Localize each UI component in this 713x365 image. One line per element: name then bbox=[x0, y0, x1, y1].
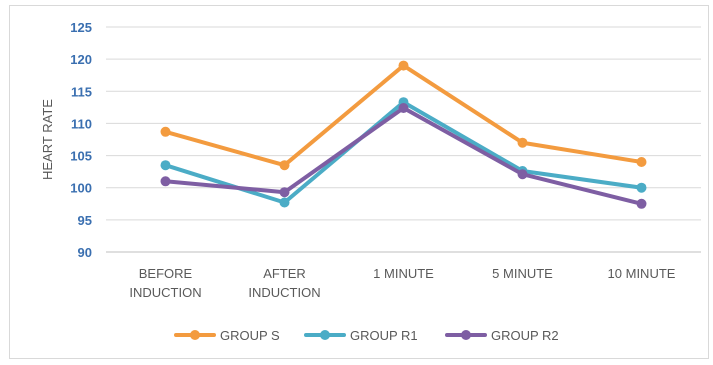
data-point bbox=[636, 198, 647, 209]
data-point bbox=[398, 103, 409, 113]
legend-marker bbox=[461, 330, 471, 340]
x-tick-label: 1 MINUTE bbox=[373, 266, 434, 281]
series-line bbox=[163, 63, 644, 168]
y-tick-label: 125 bbox=[70, 20, 92, 35]
x-tick-label: BEFORE bbox=[139, 266, 193, 281]
data-point bbox=[160, 126, 171, 137]
data-point bbox=[636, 182, 647, 193]
y-tick-label: 90 bbox=[78, 245, 92, 260]
data-point bbox=[398, 60, 409, 71]
legend-marker bbox=[190, 330, 200, 340]
data-point bbox=[160, 160, 171, 171]
x-tick-label: 5 MINUTE bbox=[492, 266, 553, 281]
y-tick-label: 95 bbox=[78, 213, 92, 228]
y-tick-label: 115 bbox=[71, 84, 92, 99]
y-tick-label: 100 bbox=[70, 181, 92, 196]
data-point bbox=[279, 187, 290, 198]
y-axis-label: HEART RATE bbox=[40, 99, 55, 180]
x-tick-label: INDUCTION bbox=[248, 285, 320, 300]
data-point bbox=[160, 176, 171, 187]
y-tick-label: 120 bbox=[70, 52, 92, 67]
data-point bbox=[279, 160, 290, 171]
legend-marker bbox=[320, 330, 330, 340]
x-tick-label: INDUCTION bbox=[129, 285, 201, 300]
data-point bbox=[517, 137, 528, 148]
x-tick-label: 10 MINUTE bbox=[608, 266, 676, 281]
legend-label: GROUP S bbox=[220, 328, 280, 343]
data-point bbox=[636, 157, 647, 167]
data-point bbox=[517, 169, 528, 180]
legend-label: GROUP R2 bbox=[491, 328, 559, 343]
y-tick-label: 110 bbox=[71, 116, 92, 131]
data-point bbox=[279, 197, 290, 208]
x-tick-label: AFTER bbox=[263, 266, 306, 281]
legend-label: GROUP R1 bbox=[350, 328, 418, 343]
y-tick-label: 105 bbox=[70, 149, 92, 164]
